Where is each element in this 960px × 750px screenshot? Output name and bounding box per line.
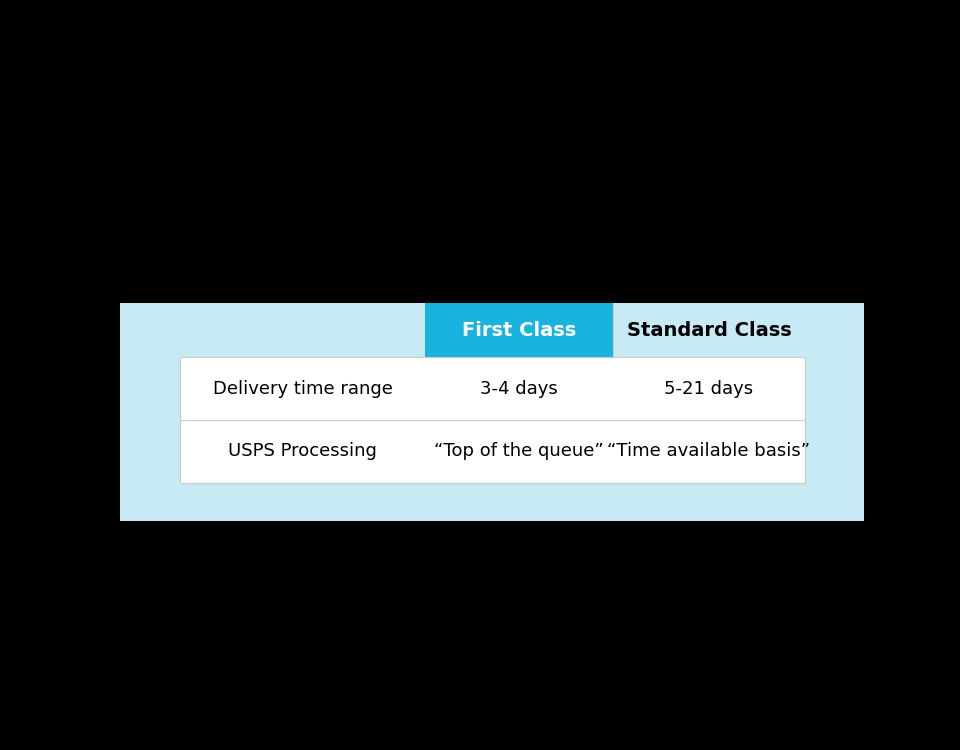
Text: Standard Class: Standard Class <box>627 321 791 340</box>
Bar <box>424 303 612 357</box>
Text: “Time available basis”: “Time available basis” <box>608 442 810 460</box>
Text: USPS Processing: USPS Processing <box>228 442 377 460</box>
Bar <box>180 357 805 483</box>
Text: “Top of the queue”: “Top of the queue” <box>434 442 604 460</box>
Bar <box>180 357 805 483</box>
Text: 5-21 days: 5-21 days <box>664 380 754 398</box>
Text: Delivery time range: Delivery time range <box>212 380 393 398</box>
Bar <box>120 303 864 521</box>
Text: 3-4 days: 3-4 days <box>480 380 558 398</box>
Text: First Class: First Class <box>462 321 576 340</box>
Bar <box>612 303 805 357</box>
